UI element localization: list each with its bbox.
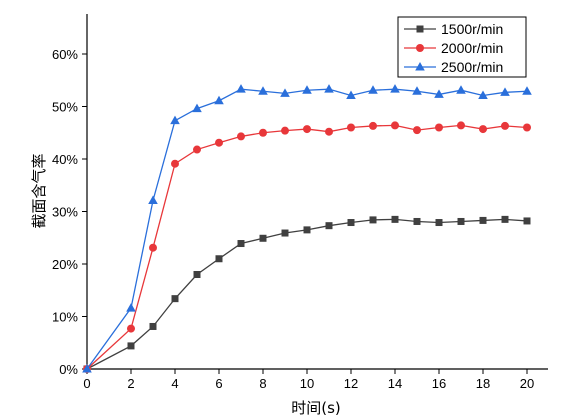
data-point [193,145,201,154]
y-tick-label: 40% [52,152,78,167]
data-point [412,86,422,95]
data-point [127,342,135,350]
series-line [86,88,528,370]
data-point [435,123,443,132]
x-tick-label: 12 [344,376,358,391]
data-point [391,215,399,223]
data-point [413,217,421,225]
y-axis-ticks: 0% 10% 20% 30% 40% 50% 60% [52,47,87,377]
data-point [302,85,312,94]
data-point [457,217,465,225]
x-tick-label: 18 [476,376,490,391]
series-line [86,218,528,370]
data-point [149,243,157,252]
x-axis-title: 时间(s) [291,399,341,417]
data-point [522,86,532,95]
data-point [390,84,400,93]
legend-label: 2500r/min [441,59,503,75]
data-point [215,255,223,263]
data-point [281,229,289,237]
x-tick-label: 4 [171,376,178,391]
data-point [126,303,136,312]
data-point [479,216,487,224]
y-tick-label: 60% [52,47,78,62]
legend: 1500r/min 2000r/min 2500r/min [397,16,527,78]
x-tick-label: 8 [259,376,266,391]
data-point [303,125,311,134]
data-point [237,132,245,141]
data-point [501,215,509,223]
data-point [171,295,179,303]
data-point [325,222,333,230]
x-tick-label: 10 [300,376,314,391]
data-point [369,216,377,224]
series-layer [82,84,532,373]
data-point [193,271,201,278]
data-point [324,84,334,93]
data-point [368,85,378,94]
data-point [259,234,267,242]
legend-marker [415,62,425,71]
data-point [478,90,488,99]
plot-frame [86,14,548,370]
x-axis-ticks: 0 2 4 6 8 10 12 14 16 18 20 [83,369,534,391]
x-tick-label: 2 [127,376,134,391]
legend-label: 1500r/min [441,21,503,37]
data-point [170,115,180,125]
series-1500r/min [83,215,531,373]
data-point [369,121,377,130]
data-point [501,121,509,130]
series-2000r/min [83,121,531,373]
legend-marker [416,44,424,52]
data-point [523,123,531,132]
y-tick-label: 20% [52,257,78,272]
data-point [479,125,487,134]
data-point [236,84,246,93]
data-point [214,95,224,105]
data-point [435,219,443,227]
data-point [259,128,267,137]
data-point [281,126,289,135]
data-point [215,138,223,147]
data-point [280,88,290,97]
data-point [258,86,268,95]
data-point [303,226,311,234]
data-point [149,322,157,330]
legend-marker [416,25,424,33]
data-point [523,217,531,225]
y-tick-label: 0% [59,362,78,377]
x-tick-label: 14 [388,376,402,391]
series-2500r/min [82,84,532,373]
x-tick-label: 6 [215,376,222,391]
data-point [237,240,245,248]
data-point [500,87,510,96]
data-point [413,126,421,135]
data-point [457,121,465,130]
data-point [325,127,333,136]
data-point [347,219,355,227]
x-tick-label: 0 [83,376,90,391]
data-point [346,90,356,99]
data-point [192,103,202,113]
data-point [391,121,399,130]
data-point [347,123,355,132]
y-axis-title: 截面含气率 [30,153,48,228]
data-point [82,364,92,373]
y-tick-label: 10% [52,310,78,325]
data-point [127,324,135,333]
y-tick-label: 30% [52,205,78,220]
y-tick-label: 50% [52,100,78,115]
data-point [456,85,466,94]
x-tick-label: 20 [520,376,534,391]
data-point [148,195,158,204]
data-point [434,89,444,98]
data-point [171,159,179,168]
x-tick-label: 16 [432,376,446,391]
legend-label: 2000r/min [441,40,503,56]
